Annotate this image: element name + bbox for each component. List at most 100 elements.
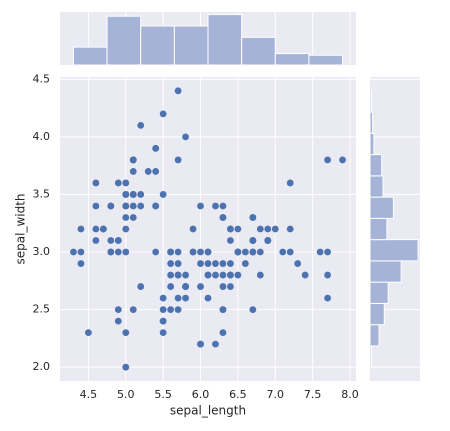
point <box>137 202 145 210</box>
point <box>249 248 257 256</box>
point <box>219 202 227 210</box>
point <box>182 271 189 279</box>
point <box>174 294 182 302</box>
hist-bar <box>369 217 388 241</box>
point <box>114 179 122 187</box>
point <box>234 271 242 279</box>
point <box>114 306 122 314</box>
x-tick-label: 4.5 <box>80 388 98 401</box>
hist-bar <box>274 53 310 66</box>
point <box>204 260 212 267</box>
x-tick-label: 5.5 <box>154 388 172 401</box>
point <box>122 329 130 337</box>
point <box>264 225 272 233</box>
point <box>152 202 160 210</box>
point <box>137 191 145 198</box>
y-axis-label: sepal_width <box>14 193 28 264</box>
x-axis-label: sepal_length <box>170 404 246 418</box>
point <box>167 283 175 290</box>
point <box>219 306 227 314</box>
point <box>197 202 204 210</box>
point <box>241 260 249 267</box>
point <box>137 283 145 290</box>
hist-bar <box>369 132 375 156</box>
point <box>219 260 227 267</box>
point <box>249 237 257 244</box>
point <box>182 283 189 290</box>
y-tick-label: 4.5 <box>33 72 51 85</box>
point <box>167 260 175 267</box>
point <box>174 306 182 314</box>
point <box>227 283 234 290</box>
hist-bar <box>308 54 344 66</box>
y-tick-label: 2.5 <box>33 303 51 316</box>
hist-bar <box>369 175 384 198</box>
point <box>227 237 234 244</box>
point <box>114 317 122 325</box>
point <box>279 248 287 256</box>
point <box>122 191 130 198</box>
point <box>77 225 85 233</box>
point <box>227 225 234 233</box>
hist-bar <box>369 196 394 219</box>
point <box>152 248 160 256</box>
point <box>324 271 331 279</box>
point <box>122 179 130 187</box>
hist-bar <box>369 302 385 326</box>
point <box>294 260 302 267</box>
hist-bar <box>207 14 243 66</box>
point <box>92 202 100 210</box>
point <box>129 156 137 164</box>
x-tick-label: 7.5 <box>304 388 322 401</box>
point <box>256 248 264 256</box>
point <box>114 237 122 244</box>
point <box>159 306 167 314</box>
point <box>152 144 160 152</box>
point <box>227 271 234 279</box>
point <box>159 317 167 325</box>
point <box>264 237 272 244</box>
point <box>129 306 137 314</box>
point <box>316 248 324 256</box>
hist-bar <box>369 111 374 134</box>
point <box>107 237 115 244</box>
x-tick-label: 7.0 <box>267 388 285 401</box>
point <box>174 156 182 164</box>
point <box>219 214 227 221</box>
point <box>197 283 204 290</box>
point <box>189 248 197 256</box>
point <box>122 363 130 371</box>
point <box>159 329 167 337</box>
point <box>159 110 167 118</box>
point <box>129 168 137 175</box>
point <box>159 191 167 198</box>
point <box>92 225 100 233</box>
point <box>286 179 294 187</box>
point <box>204 294 212 302</box>
point <box>189 225 197 233</box>
point <box>122 225 130 233</box>
x-tick-label: 6.0 <box>192 388 210 401</box>
point <box>197 340 204 348</box>
hist-bar <box>369 324 380 347</box>
point <box>122 248 130 256</box>
point <box>212 340 219 348</box>
point <box>122 202 130 210</box>
point <box>152 168 160 175</box>
y-tick-label: 3.5 <box>33 187 51 200</box>
point <box>197 248 204 256</box>
point <box>174 248 182 256</box>
point <box>114 248 122 256</box>
point <box>182 133 189 141</box>
hist-bar <box>241 36 276 66</box>
point <box>182 294 189 302</box>
point <box>249 214 257 221</box>
point <box>77 248 85 256</box>
point <box>174 260 182 267</box>
hist-bar <box>369 281 389 304</box>
point <box>107 248 115 256</box>
point <box>99 225 107 233</box>
hist-bar <box>369 345 372 368</box>
x-tick-label: 8.0 <box>341 388 359 401</box>
